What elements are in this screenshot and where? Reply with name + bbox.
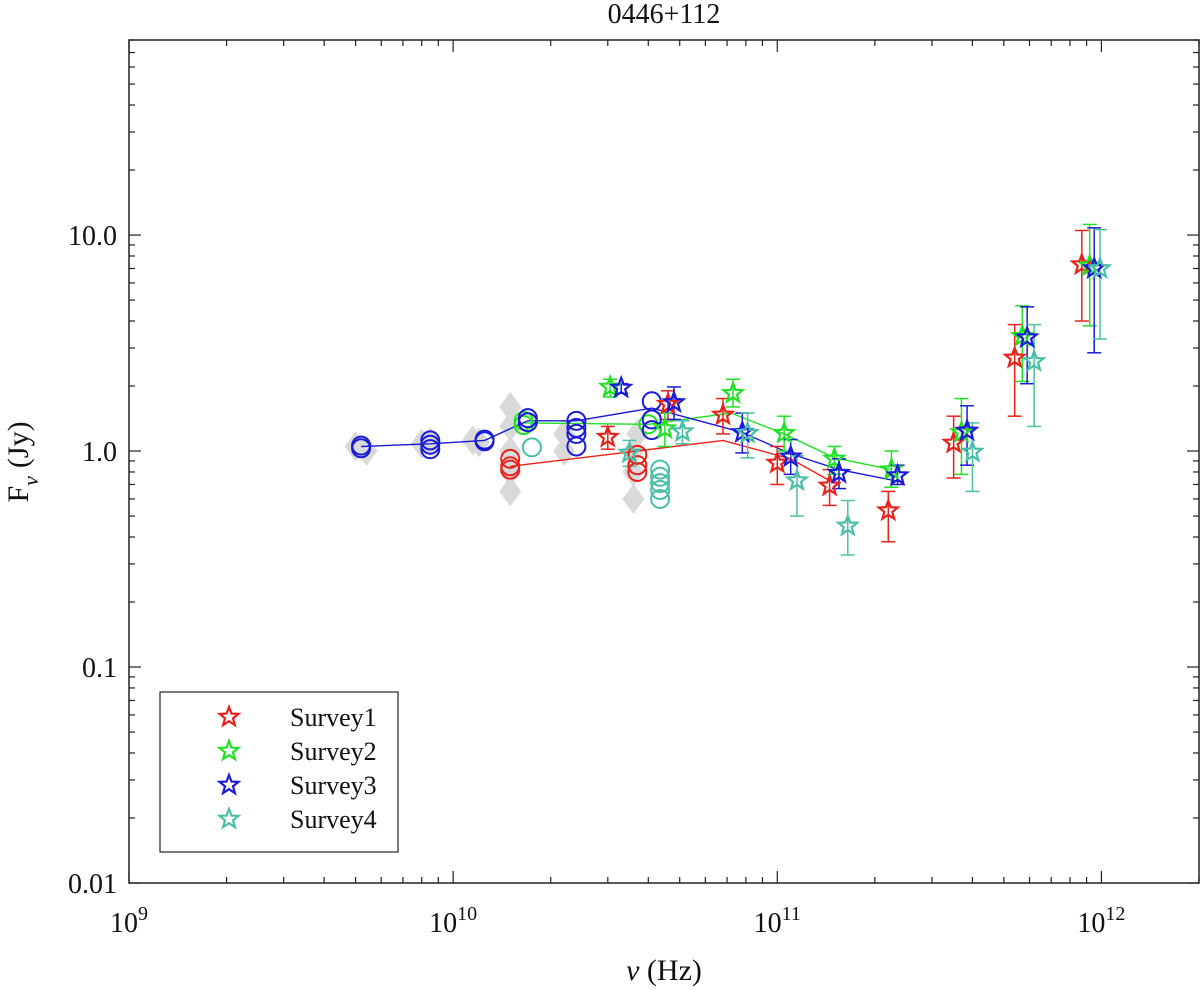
legend-label-survey2: Survey2 xyxy=(290,737,377,766)
y-axis-label: Fν(Jy) xyxy=(2,421,43,502)
legend-label-survey1: Survey1 xyxy=(290,703,377,732)
error-bars xyxy=(600,223,1108,556)
star-marker xyxy=(735,420,761,444)
star-marker xyxy=(661,389,687,414)
circle-marker xyxy=(650,488,671,509)
series-lines xyxy=(361,407,895,482)
chart-title: 0446+112 xyxy=(608,0,721,30)
star-marker xyxy=(771,420,797,444)
star-marker xyxy=(608,374,634,399)
circle-marker xyxy=(351,438,372,459)
star-marker xyxy=(875,497,901,522)
star-marker xyxy=(617,439,642,464)
star-marker xyxy=(885,462,911,487)
star-marker xyxy=(670,418,695,443)
legend: Survey1 Survey2 Survey3 Survey4 xyxy=(159,691,399,853)
circle-marker xyxy=(500,448,521,469)
background-point xyxy=(355,436,378,467)
circle-marker xyxy=(627,461,648,482)
star-marker xyxy=(954,417,980,442)
circle-marker xyxy=(500,459,521,480)
background-point xyxy=(499,476,522,507)
series-line-survey3 xyxy=(361,407,895,482)
circle-marker xyxy=(521,437,542,458)
x-axis-label: ν (Hz) xyxy=(626,954,702,987)
circle-marker xyxy=(566,423,587,444)
background-point xyxy=(499,456,522,487)
star-marker xyxy=(1014,324,1040,349)
circle-marker xyxy=(566,410,587,431)
circle-marker xyxy=(420,439,441,460)
circle-marker xyxy=(474,431,495,452)
legend-marker-survey1 xyxy=(216,703,242,728)
star-marker xyxy=(835,512,861,537)
series-line-survey1 xyxy=(510,439,830,482)
circle-marker xyxy=(650,459,671,480)
star-marker xyxy=(826,459,852,484)
background-point xyxy=(499,391,522,422)
y-tick-label: 1.0 xyxy=(82,437,117,468)
x-tick-labels: 109 1010 1011 1012 xyxy=(110,903,1125,939)
series-line-survey2 xyxy=(523,412,892,471)
legend-label-survey3: Survey3 xyxy=(290,771,377,800)
legend-marker-survey3 xyxy=(216,771,242,796)
axis-ticks xyxy=(128,39,1200,884)
x-tick-label: 1012 xyxy=(1077,903,1125,939)
circle-marker xyxy=(650,466,671,487)
legend-marker-survey4 xyxy=(216,805,242,830)
x-tick-label: 1011 xyxy=(754,903,801,939)
star-markers xyxy=(595,251,1113,537)
circle-marker xyxy=(420,434,441,455)
star-marker xyxy=(1087,255,1113,280)
star-marker xyxy=(817,472,843,497)
star-marker xyxy=(595,423,621,448)
y-tick-label: 0.1 xyxy=(82,653,117,684)
star-marker xyxy=(764,449,790,474)
x-tick-label: 1010 xyxy=(429,903,477,939)
background-point xyxy=(622,456,645,487)
star-marker xyxy=(784,467,810,492)
legend-label-survey4: Survey4 xyxy=(290,805,377,834)
circle-marker xyxy=(641,409,662,430)
legend-marker-survey2 xyxy=(216,737,242,762)
background-point xyxy=(622,483,645,514)
circle-marker xyxy=(650,480,671,501)
y-tick-labels: 0.01 0.1 1.0 10.0 xyxy=(68,221,117,900)
circle-markers xyxy=(351,391,671,509)
x-tick-label: 109 xyxy=(110,903,148,939)
y-tick-label: 10.0 xyxy=(68,221,117,252)
y-tick-label: 0.01 xyxy=(68,869,117,900)
circle-marker xyxy=(566,436,587,457)
star-marker xyxy=(652,415,678,440)
star-marker xyxy=(778,443,804,468)
star-marker xyxy=(710,401,736,426)
star-marker xyxy=(1002,344,1028,369)
star-marker xyxy=(1069,251,1095,276)
circle-marker xyxy=(517,412,538,433)
legend-box xyxy=(159,691,399,853)
circle-marker xyxy=(627,455,648,476)
star-marker xyxy=(821,445,847,470)
star-marker xyxy=(720,380,746,404)
star-marker xyxy=(1021,348,1047,373)
star-marker xyxy=(959,438,985,463)
circle-marker xyxy=(650,473,671,494)
background-points xyxy=(344,391,649,514)
